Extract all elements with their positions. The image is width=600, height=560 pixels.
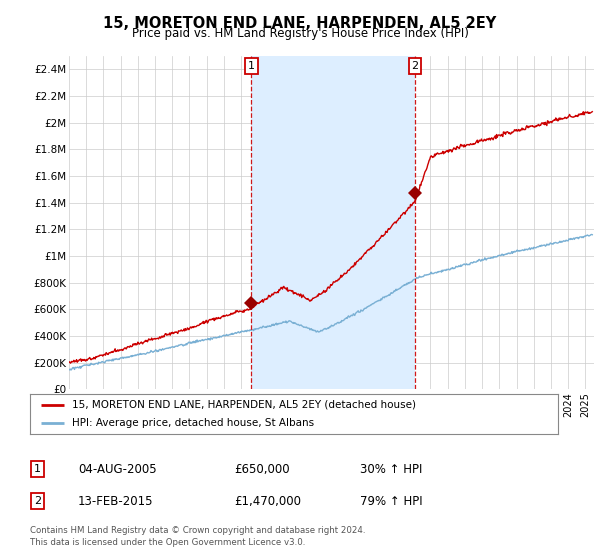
Text: 04-AUG-2005: 04-AUG-2005	[78, 463, 157, 476]
Text: 2: 2	[34, 496, 41, 506]
Text: Price paid vs. HM Land Registry's House Price Index (HPI): Price paid vs. HM Land Registry's House …	[131, 27, 469, 40]
Text: Contains HM Land Registry data © Crown copyright and database right 2024.: Contains HM Land Registry data © Crown c…	[30, 526, 365, 535]
Bar	[251, 56, 415, 389]
Text: 1: 1	[34, 464, 41, 474]
Text: £1,470,000: £1,470,000	[234, 494, 301, 508]
Text: 13-FEB-2015: 13-FEB-2015	[78, 494, 154, 508]
Text: 1: 1	[248, 61, 255, 71]
Text: 30% ↑ HPI: 30% ↑ HPI	[360, 463, 422, 476]
Text: HPI: Average price, detached house, St Albans: HPI: Average price, detached house, St A…	[72, 418, 314, 428]
Text: 15, MORETON END LANE, HARPENDEN, AL5 2EY: 15, MORETON END LANE, HARPENDEN, AL5 2EY	[103, 16, 497, 31]
Text: 2: 2	[412, 61, 419, 71]
Text: £650,000: £650,000	[234, 463, 290, 476]
Text: 79% ↑ HPI: 79% ↑ HPI	[360, 494, 422, 508]
Text: This data is licensed under the Open Government Licence v3.0.: This data is licensed under the Open Gov…	[30, 538, 305, 547]
Text: 15, MORETON END LANE, HARPENDEN, AL5 2EY (detached house): 15, MORETON END LANE, HARPENDEN, AL5 2EY…	[72, 400, 416, 409]
